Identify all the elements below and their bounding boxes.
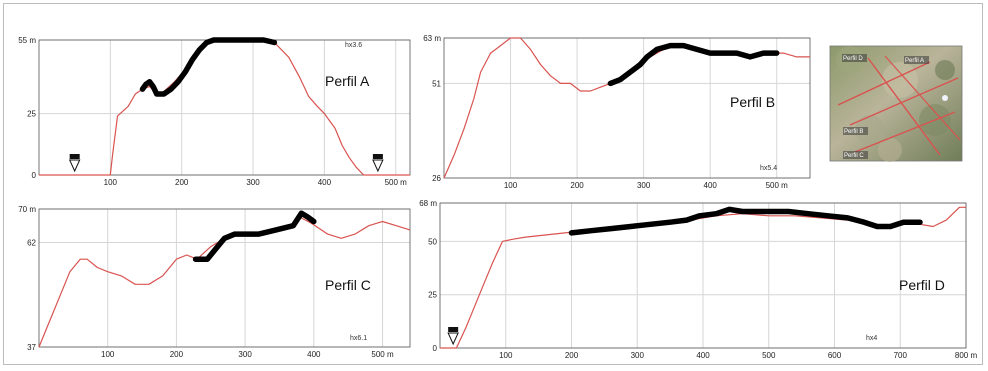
profile-panel-1: 100 200 300 400 500 m 55 m 25 0 Perfil A hx3.6 — [18, 36, 411, 187]
terrain-patch — [935, 60, 955, 80]
plot-area — [39, 209, 410, 347]
tower-marker-icon — [372, 154, 384, 173]
terrain-patch — [882, 62, 918, 98]
x-tick-label: 200 — [170, 350, 184, 359]
profile-line — [38, 216, 411, 348]
panel-title: Perfil B — [730, 94, 775, 110]
marker-triangle — [68, 159, 81, 173]
highlighted-segment — [568, 206, 923, 236]
y-tick-label: 26 — [432, 174, 441, 183]
x-tick-label: 200 — [570, 181, 584, 190]
map-line-b — [849, 77, 959, 126]
highlighted-segment — [607, 42, 780, 87]
x-tick-label: 200 — [565, 351, 579, 360]
marker-cap — [69, 154, 80, 159]
scale-note: hx3.6 — [345, 42, 362, 49]
map-label: Perfil B — [844, 129, 863, 135]
map-label: Perfil D — [843, 56, 863, 62]
highlighted-segment — [192, 210, 317, 262]
terrain-patch — [878, 138, 902, 162]
y-tick-label: 63 m — [423, 34, 441, 43]
map-label-bg — [842, 54, 867, 62]
x-tick-label: 700 — [894, 351, 908, 360]
map-line-d2 — [884, 55, 961, 141]
scale-note: hx5.4 — [760, 165, 777, 172]
y-tick-label: 0 — [433, 344, 438, 353]
terrain-patch — [855, 115, 885, 145]
marker-cap — [448, 327, 459, 332]
map-label-bg — [904, 56, 929, 64]
map-line-c — [854, 111, 956, 153]
y-tick-label: 55 m — [18, 36, 36, 45]
map-line-a — [837, 61, 931, 106]
marker-cap — [372, 154, 383, 159]
y-tick-label: 25 — [428, 291, 437, 300]
y-tick-label: 51 — [432, 79, 441, 88]
panel-title: Perfil C — [325, 277, 371, 293]
x-tick-label: 600 — [828, 351, 842, 360]
marker-triangle — [372, 159, 384, 173]
map-label: Perfil C — [844, 153, 864, 159]
y-tick-label: 62 — [27, 238, 36, 247]
x-tick-label: 800 m — [955, 351, 978, 360]
x-tick-label: 300 — [631, 351, 645, 360]
plot-border — [38, 208, 411, 348]
plot-area — [444, 38, 810, 178]
map-label: Perfil A — [905, 58, 924, 64]
x-tick-label: 100 — [504, 181, 518, 190]
map-label-bg — [843, 151, 868, 159]
plot-border — [443, 37, 811, 179]
x-tick-label: 100 — [101, 350, 115, 359]
profile-panel-4: 100 200 300 400 500 600 700 800 m 68 m 50 25 0 Perfi… — [419, 199, 977, 360]
map-inset: Perfil D Perfil A Perfil B Perfil C — [829, 45, 963, 162]
profile-panel-3: 100 200 300 400 500 m 70 m 62 37 Perfil C hx6.1 — [18, 205, 411, 359]
highlighted-segment — [139, 37, 278, 97]
x-tick-label: 300 — [238, 350, 252, 359]
x-tick-label: 300 — [637, 181, 651, 190]
x-tick-label: 100 — [104, 178, 118, 187]
plot-area — [39, 40, 410, 175]
tower-marker-icon — [68, 154, 81, 173]
x-tick-label: 500 m — [371, 350, 394, 359]
panel-title: Perfil A — [325, 73, 370, 89]
x-tick-label: 500 m — [385, 178, 408, 187]
map-line-d — [867, 57, 941, 156]
x-tick-label: 200 — [175, 178, 189, 187]
panel-title: Perfil D — [899, 277, 945, 293]
x-tick-label: 300 — [246, 178, 260, 187]
y-tick-label: 50 — [428, 237, 437, 246]
y-tick-label: 25 — [27, 110, 36, 119]
y-tick-label: 0 — [32, 171, 37, 180]
y-tick-label: 70 m — [18, 205, 36, 214]
x-tick-label: 400 — [318, 178, 332, 187]
x-tick-label: 500 m — [766, 181, 789, 190]
scale-note: hx4 — [866, 335, 877, 342]
y-tick-label: 68 m — [419, 199, 437, 208]
map-label-bg — [843, 127, 868, 135]
x-tick-label: 400 — [307, 350, 321, 359]
x-tick-label: 100 — [499, 351, 513, 360]
tower-marker-icon — [447, 327, 459, 346]
y-tick-label: 37 — [27, 343, 36, 352]
x-tick-label: 400 — [704, 181, 718, 190]
scale-note: hx6.1 — [350, 335, 367, 342]
x-tick-label: 400 — [696, 351, 710, 360]
marker-triangle — [447, 332, 459, 346]
map-dot — [942, 95, 948, 101]
profile-panel-2: 100 200 300 400 500 m 63 m 51 26 Perfil B hx5.4 — [423, 34, 811, 190]
plot-border — [439, 202, 967, 349]
x-tick-label: 500 — [762, 351, 776, 360]
